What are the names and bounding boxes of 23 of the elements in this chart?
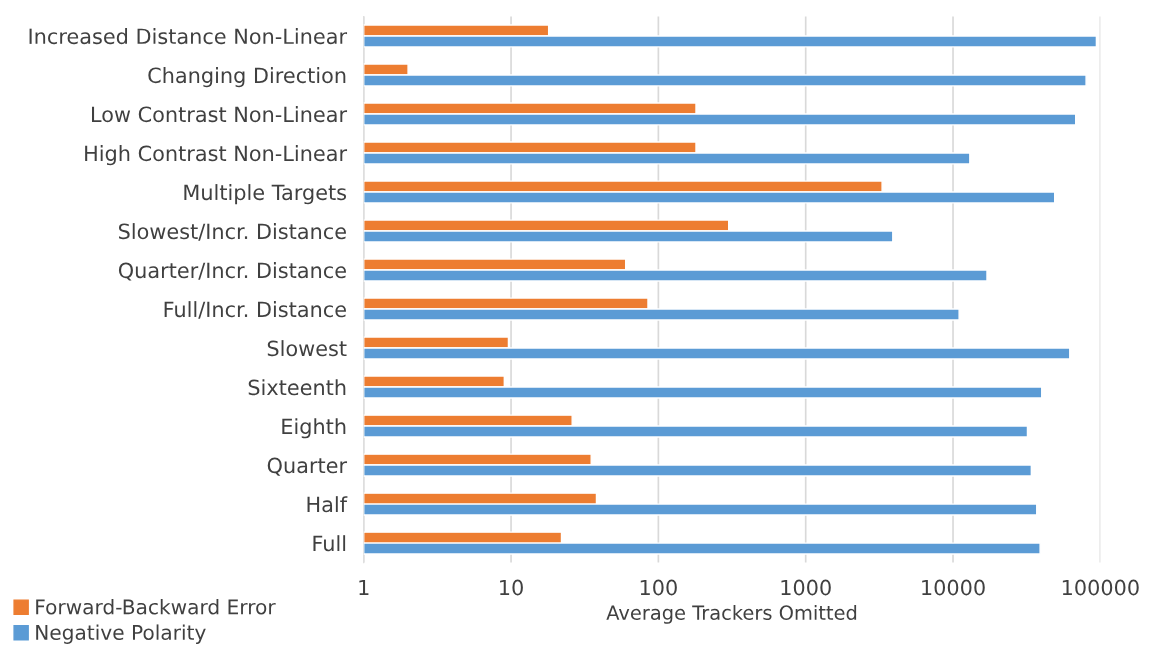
y-tick-label: Slowest/Incr. Distance bbox=[118, 223, 346, 241]
x-tick-label: 100 bbox=[640, 579, 677, 596]
x-tick-label: 1000 bbox=[781, 579, 831, 596]
x-tick-label: 1 bbox=[359, 579, 369, 596]
y-tick-label: Eighth bbox=[282, 418, 346, 439]
y-tick-label: High Contrast Non-Linear bbox=[85, 145, 348, 166]
y-tick-label: Full/Incr. Distance bbox=[164, 301, 346, 319]
y-tick-label: Slowest bbox=[267, 340, 347, 357]
y-tick-label: Sixteenth bbox=[248, 379, 346, 396]
x-axis-title: Average Trackers Omitted bbox=[606, 604, 857, 624]
y-tick-label: Quarter bbox=[267, 457, 348, 476]
y-tick-label: Full bbox=[313, 535, 346, 552]
x-tick-label: 10000 bbox=[922, 579, 985, 596]
y-tick-label: Quarter/Incr. Distance bbox=[118, 262, 346, 281]
y-tick-label: Changing Direction bbox=[148, 67, 346, 88]
legend-label: Negative Polarity bbox=[36, 624, 206, 644]
y-tick-label: Low Contrast Non-Linear bbox=[92, 106, 348, 123]
y-tick-label: Half bbox=[307, 496, 348, 513]
y-tick-label: Multiple Targets bbox=[184, 184, 347, 205]
x-tick-label: 10 bbox=[500, 579, 523, 596]
legend-label: Forward-Backward Error bbox=[36, 598, 276, 615]
y-tick-label: Increased Distance Non-Linear bbox=[29, 28, 348, 45]
x-tick-label: 100000 bbox=[1062, 579, 1139, 596]
